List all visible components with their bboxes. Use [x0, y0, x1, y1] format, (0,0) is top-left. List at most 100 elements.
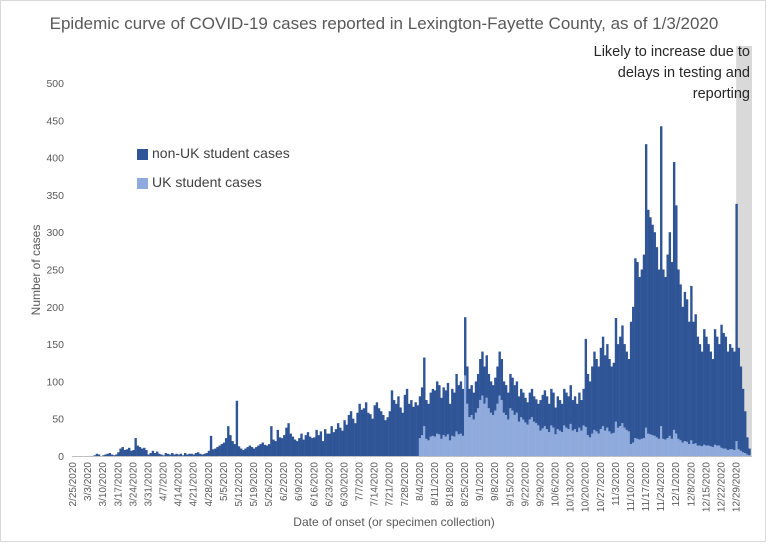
x-tick-label: 8/4/2020 [415, 462, 426, 501]
bar-nonuk [324, 429, 327, 456]
bar-uk [623, 427, 626, 456]
bar-nonuk [356, 412, 359, 456]
bar-nonuk [453, 392, 456, 437]
bar-nonuk [707, 344, 710, 446]
bar-nonuk [97, 454, 101, 456]
bar-nonuk [128, 447, 131, 456]
bar-nonuk [556, 396, 560, 430]
bar-nonuk [638, 276, 641, 440]
bar-nonuk [410, 400, 413, 456]
bar-nonuk [451, 388, 454, 436]
bar-nonuk [240, 448, 243, 456]
bar-uk [429, 436, 432, 456]
x-tick-label: 2/25/2020 [68, 462, 79, 507]
bar-nonuk [504, 385, 508, 415]
bar-nonuk [681, 306, 684, 443]
x-tick-label: 12/22/2020 [716, 462, 727, 512]
bar-nonuk [735, 203, 738, 442]
x-tick-label: 11/3/2020 [611, 462, 622, 506]
bar-nonuk [524, 397, 527, 423]
bar-nonuk [436, 381, 439, 434]
bar-nonuk [610, 366, 613, 434]
bar-nonuk [196, 452, 200, 456]
bar-nonuk [737, 347, 740, 450]
y-tick-label: 250 [46, 265, 64, 277]
bar-uk [707, 445, 710, 456]
bar-nonuk [498, 351, 501, 396]
bar-uk [502, 412, 506, 456]
bar-nonuk [634, 258, 637, 439]
bar-nonuk [104, 454, 107, 456]
y-tick-label: 200 [46, 302, 64, 314]
bar-uk [608, 431, 611, 456]
bar-uk [601, 426, 605, 456]
bar-uk [692, 444, 695, 456]
bar-nonuk [444, 390, 448, 437]
bar-nonuk [608, 359, 611, 432]
bar-nonuk [423, 357, 426, 427]
y-tick-label: 400 [46, 153, 64, 165]
bar-nonuk [666, 254, 669, 439]
bar-uk [489, 412, 493, 456]
legend-item-uk: UK student cases [137, 174, 262, 190]
x-tick-label: 12/1/2020 [671, 462, 682, 507]
bar-nonuk [102, 455, 105, 456]
bar-uk [636, 438, 639, 456]
bar-nonuk [352, 418, 355, 456]
bar-nonuk [429, 392, 432, 437]
bar-nonuk [448, 403, 452, 441]
bar-nonuk [121, 447, 124, 456]
bar-nonuk [720, 324, 723, 448]
bar-nonuk [726, 351, 730, 451]
bar-nonuk [158, 453, 161, 456]
bar-nonuk [731, 347, 734, 450]
bar-nonuk [612, 362, 616, 433]
bar-nonuk [395, 403, 398, 456]
bar-nonuk [728, 344, 732, 450]
bar-uk [632, 442, 635, 456]
bar-nonuk [554, 407, 557, 435]
bar-uk [640, 438, 644, 456]
x-tick-label: 10/27/2020 [596, 462, 607, 512]
bar-nonuk [459, 381, 463, 434]
bar-uk [479, 400, 482, 456]
bar-uk [461, 435, 465, 456]
bar-nonuk [597, 366, 600, 434]
bar-nonuk [500, 359, 504, 401]
bar-uk [446, 434, 450, 456]
bar-nonuk [291, 436, 295, 456]
bar-uk [453, 436, 456, 456]
bar-nonuk [664, 276, 667, 440]
bar-nonuk [106, 453, 109, 456]
bar-nonuk [274, 441, 277, 456]
bar-nonuk [718, 344, 721, 446]
y-tick-label: 100 [46, 376, 64, 388]
bar-uk [644, 427, 648, 456]
bar-uk [748, 455, 751, 456]
bar-nonuk [629, 321, 633, 445]
x-tick-label: 4/7/2020 [159, 462, 170, 501]
bar-nonuk [733, 351, 736, 451]
bar-nonuk [280, 438, 284, 456]
bar-nonuk [349, 411, 353, 456]
bar-nonuk [739, 366, 743, 451]
bar-nonuk [571, 400, 575, 431]
bar-nonuk [535, 399, 538, 424]
bar-uk [470, 414, 473, 456]
bar-nonuk [117, 452, 120, 456]
bar-nonuk [640, 269, 644, 439]
bar-nonuk [265, 445, 269, 456]
bar-uk [733, 450, 736, 456]
bar-uk [621, 423, 624, 456]
bar-uk [582, 425, 585, 456]
bar-nonuk [552, 392, 555, 428]
bar-uk [464, 375, 467, 456]
x-tick-label: 10/13/2020 [566, 462, 577, 512]
bar-nonuk [375, 402, 379, 456]
bar-nonuk [606, 344, 609, 428]
bar-nonuk [420, 387, 424, 436]
bar-nonuk [257, 445, 260, 456]
bar-nonuk [647, 209, 650, 434]
bar-uk [509, 408, 512, 456]
bar-nonuk [541, 394, 544, 429]
